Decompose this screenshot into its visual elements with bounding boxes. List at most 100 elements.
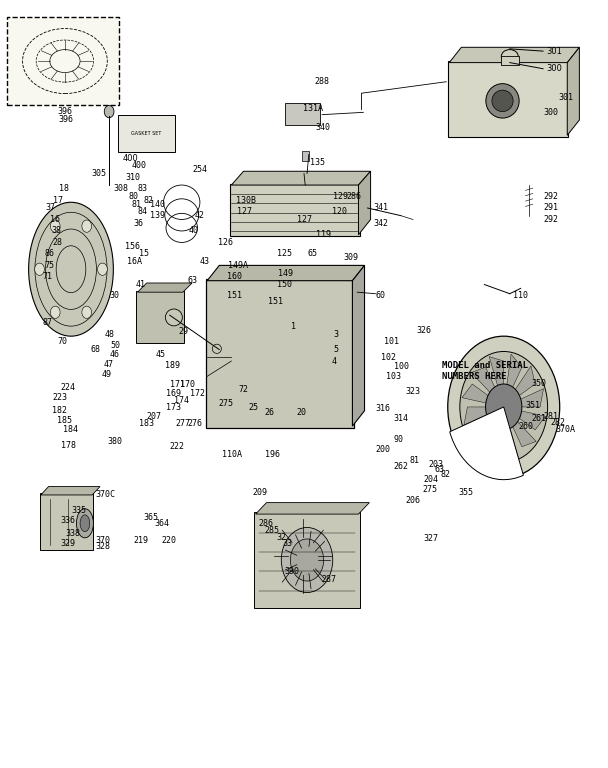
FancyBboxPatch shape: [7, 17, 119, 104]
Text: 171: 171: [170, 380, 185, 389]
Polygon shape: [462, 384, 503, 407]
Circle shape: [50, 306, 60, 319]
FancyBboxPatch shape: [136, 290, 184, 343]
Text: 262: 262: [393, 462, 409, 471]
Text: 370C: 370C: [95, 491, 115, 499]
Text: 149: 149: [278, 269, 293, 277]
Text: 327: 327: [424, 534, 439, 543]
Text: 33: 33: [283, 538, 293, 548]
Ellipse shape: [77, 508, 94, 538]
Text: 135: 135: [310, 157, 325, 167]
Text: 200: 200: [375, 445, 390, 454]
Text: 341: 341: [373, 204, 389, 213]
Polygon shape: [503, 407, 536, 447]
Text: 43: 43: [200, 257, 210, 266]
Text: 396: 396: [59, 115, 74, 124]
Text: 291: 291: [543, 204, 558, 213]
Text: 183: 183: [139, 419, 154, 429]
Circle shape: [82, 306, 92, 319]
Polygon shape: [472, 407, 503, 448]
Polygon shape: [503, 366, 535, 407]
Text: 380: 380: [107, 437, 122, 446]
Text: 81: 81: [131, 200, 142, 209]
Text: 300: 300: [543, 108, 558, 117]
Text: 170: 170: [180, 380, 195, 389]
Text: 223: 223: [53, 393, 68, 402]
Text: 151: 151: [268, 297, 283, 306]
Text: 329: 329: [61, 538, 76, 548]
Text: 287: 287: [321, 574, 336, 584]
Text: 71: 71: [43, 273, 52, 281]
Text: 63: 63: [188, 276, 198, 285]
Text: 90: 90: [393, 435, 404, 444]
Text: 400: 400: [122, 154, 138, 163]
Text: 68: 68: [91, 345, 101, 354]
Text: 16: 16: [50, 215, 60, 224]
Text: 127: 127: [238, 207, 252, 217]
Text: 101: 101: [384, 336, 399, 346]
FancyBboxPatch shape: [285, 103, 320, 125]
Text: 131A: 131A: [303, 104, 323, 113]
Text: 275: 275: [218, 399, 233, 409]
Ellipse shape: [291, 539, 323, 581]
Ellipse shape: [486, 84, 519, 118]
Text: 364: 364: [154, 518, 169, 528]
Polygon shape: [41, 487, 100, 495]
Ellipse shape: [460, 352, 548, 462]
Text: 370A: 370A: [555, 425, 575, 435]
Text: 140: 140: [150, 200, 165, 209]
Text: 87: 87: [43, 318, 52, 327]
Text: 82: 82: [440, 470, 450, 478]
Text: 81: 81: [410, 456, 420, 465]
Text: 103: 103: [385, 372, 401, 381]
Text: 335: 335: [71, 506, 86, 515]
Text: 189: 189: [165, 361, 180, 370]
Text: 150: 150: [277, 280, 292, 289]
Text: 110A: 110A: [223, 450, 243, 459]
Text: 207: 207: [147, 412, 162, 421]
Ellipse shape: [165, 309, 182, 326]
Text: 119: 119: [316, 230, 331, 240]
Text: 326: 326: [416, 326, 431, 335]
Text: 196: 196: [264, 450, 280, 459]
Text: 17: 17: [53, 196, 63, 205]
Text: 219: 219: [133, 535, 148, 545]
Text: 28: 28: [53, 238, 63, 247]
Text: 370: 370: [95, 536, 110, 545]
Ellipse shape: [212, 344, 221, 353]
Text: 276: 276: [188, 419, 203, 429]
Text: 300: 300: [546, 65, 562, 73]
Text: 338: 338: [65, 528, 80, 538]
Text: 178: 178: [61, 441, 76, 450]
Wedge shape: [450, 407, 523, 480]
Text: 355: 355: [458, 488, 474, 497]
Text: 16A: 16A: [126, 257, 142, 266]
Text: 285: 285: [264, 526, 280, 535]
Ellipse shape: [266, 510, 339, 602]
Polygon shape: [567, 48, 579, 135]
Ellipse shape: [80, 515, 90, 531]
Text: 60: 60: [375, 292, 385, 300]
Text: 70: 70: [58, 337, 67, 346]
Text: 288: 288: [315, 78, 330, 86]
Text: 260: 260: [519, 422, 534, 431]
Text: 48: 48: [105, 329, 114, 339]
Text: 75: 75: [45, 261, 55, 270]
Text: 86: 86: [45, 250, 55, 258]
Text: 206: 206: [406, 496, 421, 505]
Text: 286: 286: [347, 192, 361, 201]
Text: 275: 275: [422, 485, 437, 494]
Text: 38: 38: [51, 227, 61, 236]
Text: 172: 172: [190, 389, 206, 398]
Text: GASKET SET: GASKET SET: [131, 131, 162, 135]
Text: 292: 292: [543, 192, 558, 201]
Text: 310: 310: [125, 173, 140, 182]
Text: 1: 1: [291, 322, 295, 331]
Text: 301: 301: [558, 92, 573, 101]
Text: 224: 224: [61, 383, 76, 392]
Ellipse shape: [492, 90, 513, 111]
Text: 3: 3: [333, 329, 338, 339]
Text: 203: 203: [428, 460, 443, 468]
Text: 125: 125: [277, 250, 292, 258]
Text: 5: 5: [333, 345, 338, 354]
